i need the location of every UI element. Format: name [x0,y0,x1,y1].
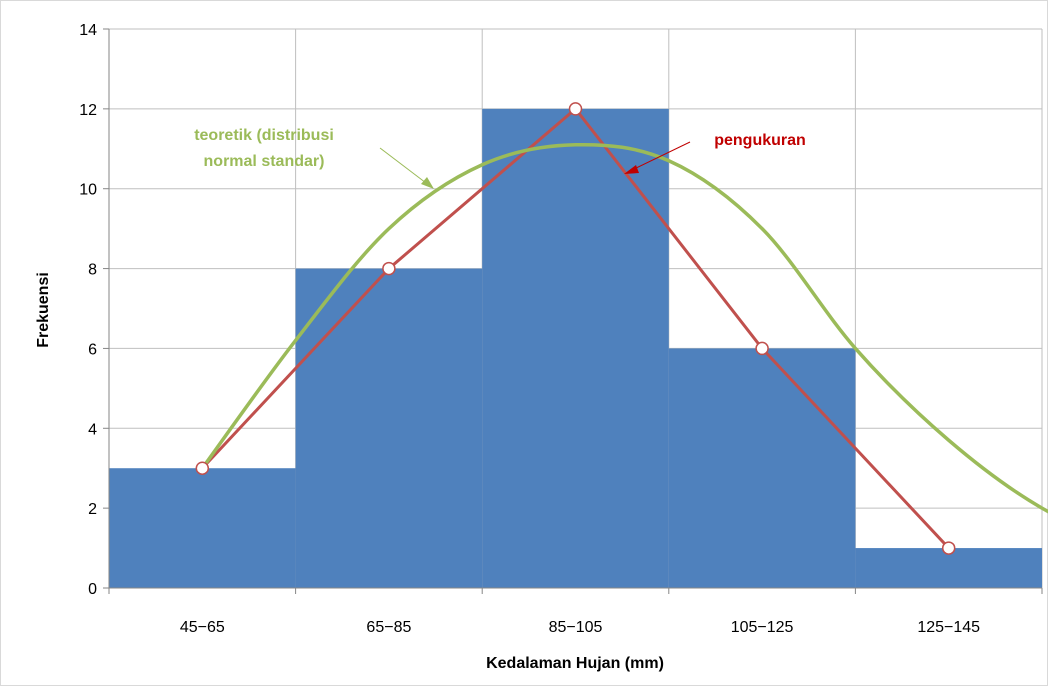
x-tick-label: 105−125 [731,619,794,636]
x-tick-label: 125−145 [917,619,980,636]
annotation-teoretik: teoretik (distribusi normal standar) [194,127,334,170]
x-tick-label: 85−105 [549,619,603,636]
data-point-pengukuran [568,102,583,116]
bars [109,108,1042,588]
data-point-pengukuran [382,261,396,276]
y-tick-label: 6 [88,341,97,358]
annotations: teoretik (distribusi normal standar) pengu… [194,127,806,189]
x-tick-label: 45−65 [180,619,225,636]
annotation-arrow-teoretik [379,147,431,187]
series-lines [195,102,1048,555]
y-tick-label: 0 [88,581,97,598]
y-tick-label: 12 [79,102,97,119]
histogram-bar [109,468,296,588]
data-point-pengukuran [941,541,956,555]
y-axis-title: Frekuensi [35,272,52,348]
annotation-pengukuran: pengukuran [714,132,806,149]
x-tick-label: 65−85 [366,619,411,636]
x-axis-title: Kedalaman Hujan (mm) [486,655,664,672]
annotation-arrowhead-pengukuran [624,165,639,174]
axes: 0 2 4 6 8 10 12 14 45−65 65−85 85−105 105−125 125−14… [79,22,1043,636]
histogram-bar [482,108,669,588]
y-tick-label: 2 [88,501,97,518]
y-tick-label: 8 [88,262,97,279]
y-tick-label: 14 [79,22,97,39]
y-tick-label: 4 [88,421,97,438]
histogram-bar [668,348,856,588]
y-tick-label: 10 [79,182,97,199]
histogram-bar [295,268,483,588]
data-point-pengukuran [755,341,769,356]
annotation-arrowhead-teoretik [421,177,434,189]
data-point-pengukuran [195,461,210,475]
series-line-teoretik [200,142,1048,514]
annotation-arrow-pengukuran [627,141,691,173]
